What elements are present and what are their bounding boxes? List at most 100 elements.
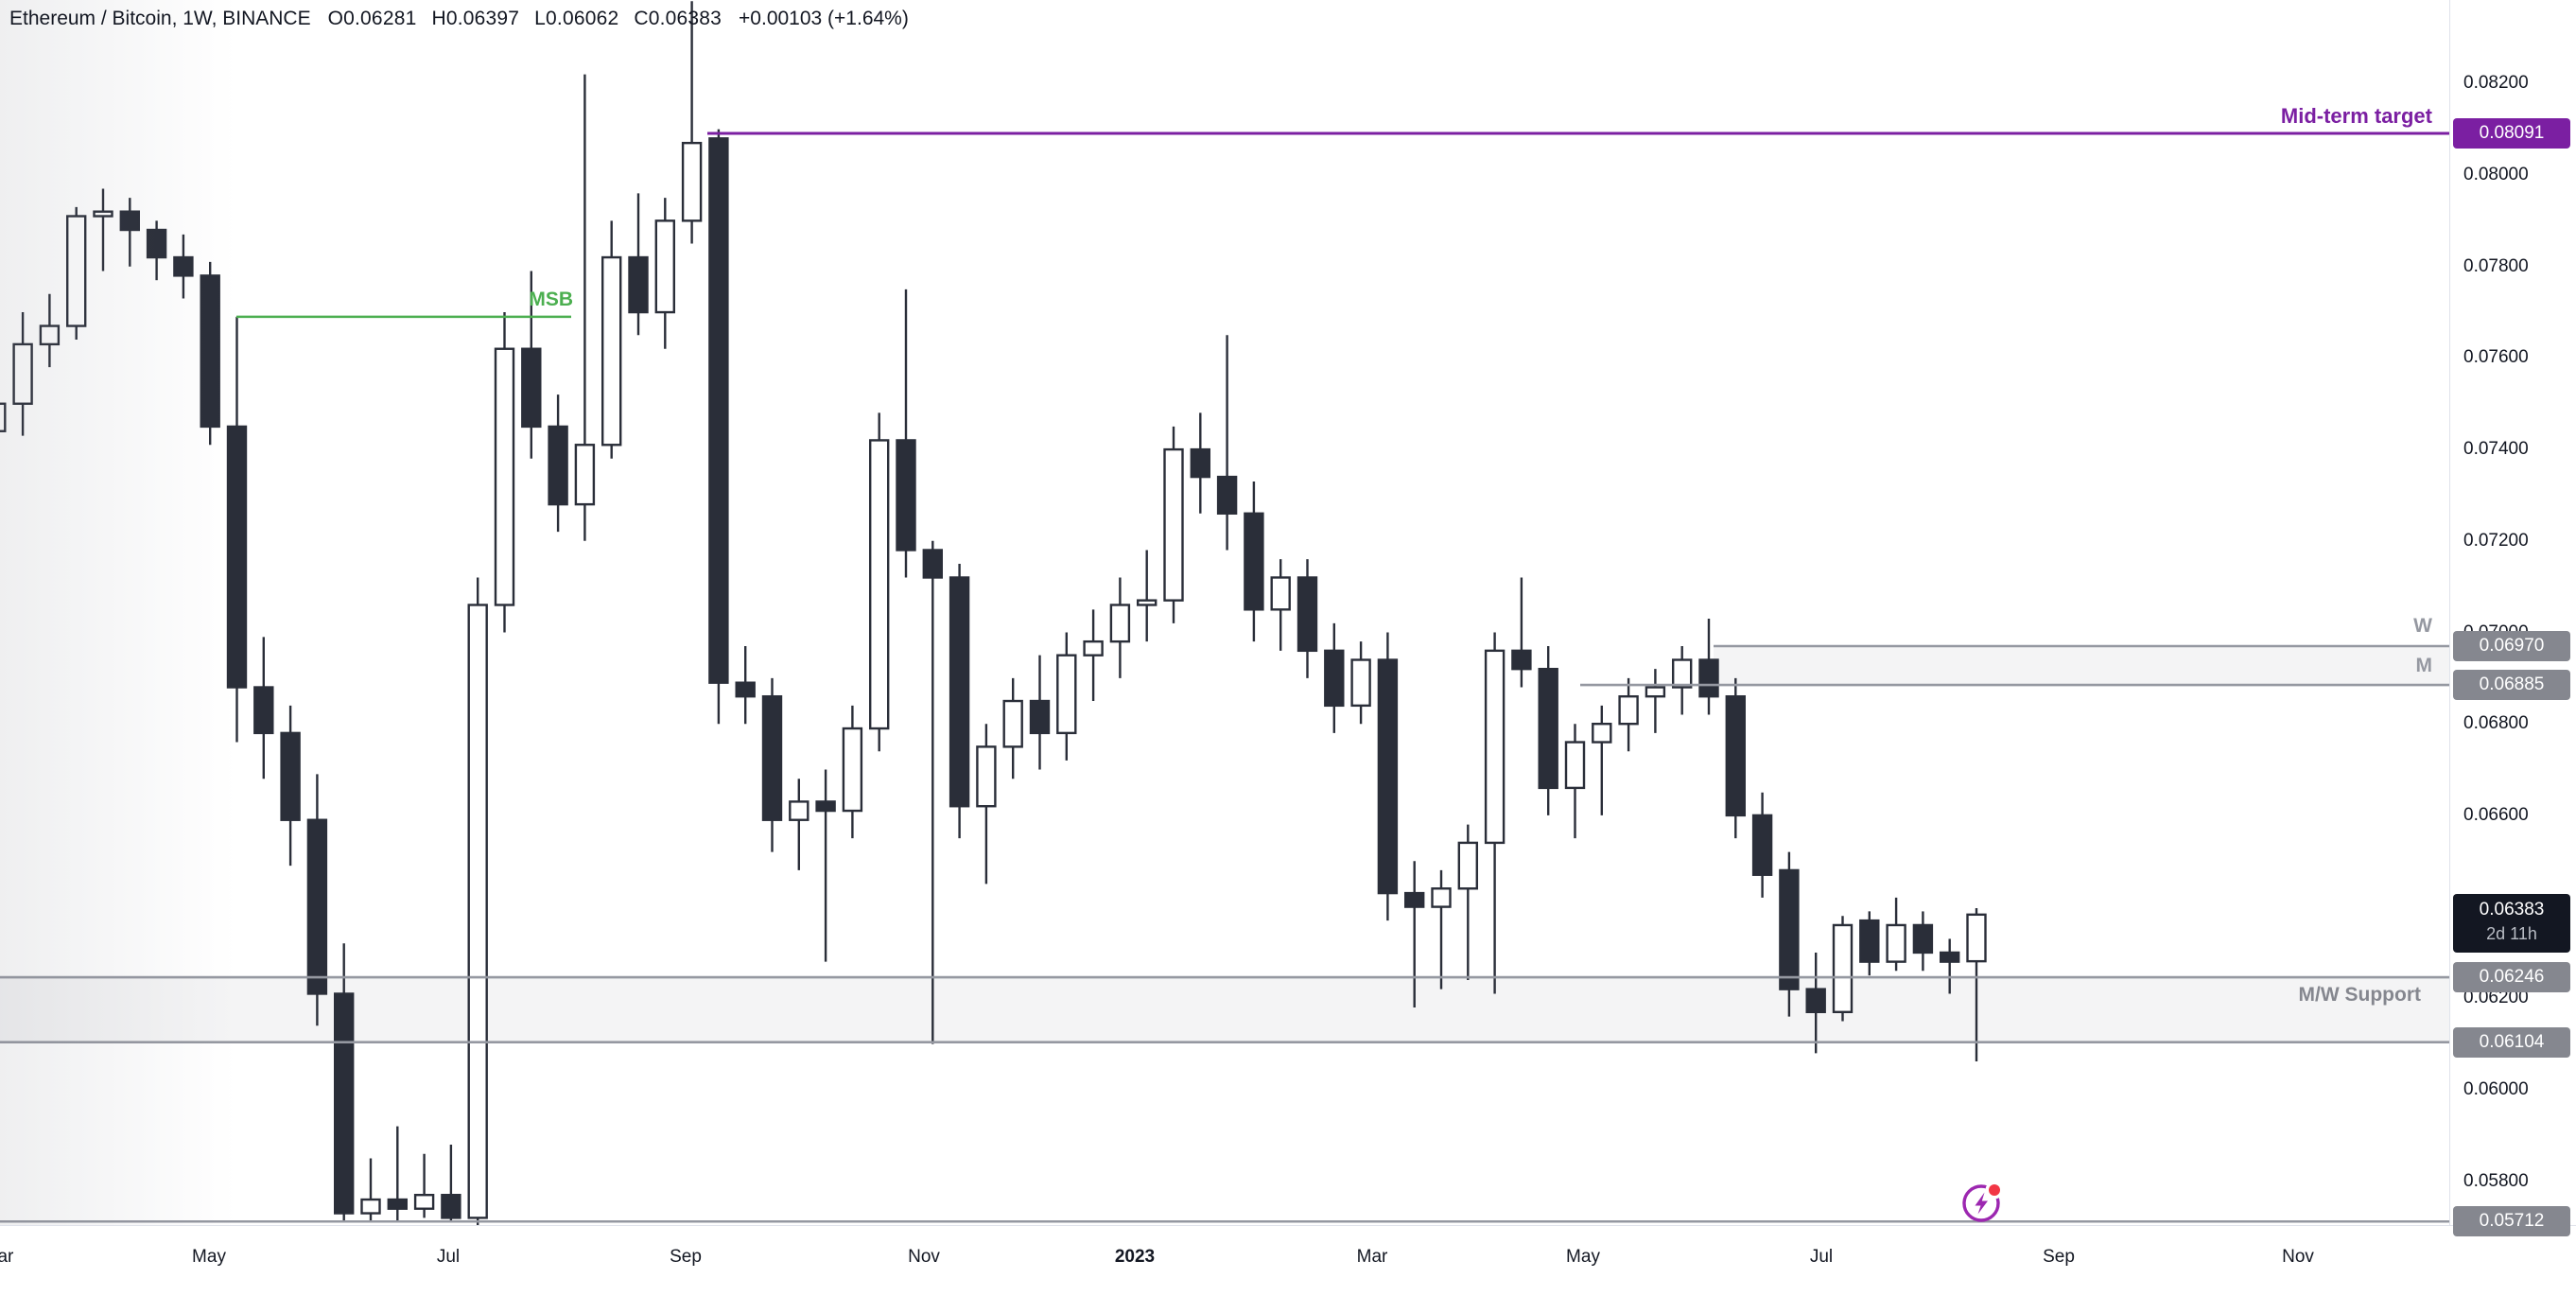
candle — [976, 724, 997, 884]
time-tick-label: 2023 — [1114, 1247, 1156, 1267]
candle-body — [1109, 604, 1131, 643]
candle — [1698, 618, 1719, 715]
candle-body — [119, 210, 141, 232]
candle — [1350, 641, 1371, 725]
time-axis[interactable]: Mar May Jul Sep Nov 2023 Mar May Jul Sep Nov — [0, 1225, 2576, 1296]
candle-body — [1805, 988, 1826, 1014]
candle — [1939, 938, 1960, 994]
candle — [761, 677, 783, 852]
candle-body — [146, 228, 167, 259]
candle — [1511, 577, 1532, 688]
candle-body — [1966, 913, 1987, 963]
candle-body — [1886, 923, 1906, 963]
candle-body — [280, 731, 301, 821]
time-tick-label: Sep — [670, 1247, 702, 1267]
candle — [842, 705, 863, 839]
monthly-level-label: M — [2416, 655, 2433, 676]
ohlc-item: O0.06281 — [327, 8, 417, 29]
price-tick-label: 0.06800 — [2463, 713, 2529, 734]
candle-body — [12, 342, 33, 405]
candle — [1859, 911, 1880, 976]
time-tick-label: May — [192, 1247, 226, 1267]
candle-body — [628, 255, 649, 314]
weekly-level-label: W — [2413, 615, 2432, 637]
candle-body — [467, 604, 488, 1219]
ohlc-values: O0.06281 H0.06397 L0.06062 C0.06383 — [328, 8, 722, 30]
price-level-badge: 0.08091 — [2453, 118, 2570, 149]
time-tick-label: Nov — [908, 1247, 940, 1267]
candle — [360, 1158, 381, 1223]
badge-price: 0.06246 — [2479, 967, 2545, 988]
candle — [12, 312, 33, 436]
candle — [93, 188, 113, 271]
candle-body — [922, 549, 943, 579]
price-level-badge: 0.06246 — [2453, 962, 2570, 993]
candle — [39, 293, 61, 368]
candle — [65, 206, 87, 341]
candle-body — [789, 800, 809, 821]
candle — [735, 646, 756, 725]
mid-term-target-label: Mid-term target — [2281, 104, 2433, 128]
flash-circle — [1962, 1184, 2000, 1222]
flash-ideas-icon[interactable] — [1960, 1181, 2004, 1224]
time-tick-label: Sep — [2043, 1247, 2075, 1267]
candle — [387, 1126, 408, 1223]
candle-body — [896, 439, 916, 552]
candle — [1564, 724, 1586, 839]
candle-body — [869, 439, 890, 730]
price-axis[interactable]: 0.08200 0.08000 0.07800 0.07600 0.07400 0.072… — [2449, 0, 2576, 1237]
notification-dot — [1989, 1184, 2000, 1196]
candle-body — [360, 1198, 381, 1215]
candle-body — [334, 992, 355, 1215]
candle — [789, 779, 809, 870]
candle — [1324, 622, 1345, 733]
candle-body — [1431, 887, 1452, 908]
candle-body — [1244, 512, 1264, 611]
lightning-bolt-icon — [1975, 1192, 1988, 1215]
time-tick-label: Mar — [0, 1247, 14, 1267]
badge-price: 0.06885 — [2479, 674, 2545, 695]
candle — [1002, 677, 1023, 779]
candle-body — [1538, 667, 1558, 790]
candle — [1725, 677, 1747, 839]
candle — [681, 1, 703, 244]
price-level-badge: 0.06885 — [2453, 670, 2570, 701]
candle — [1538, 646, 1558, 815]
time-tick-label: Jul — [1809, 1247, 1834, 1267]
time-tick-label: Nov — [2282, 1247, 2314, 1267]
price-level-badge: 0.06104 — [2453, 1026, 2570, 1058]
candle — [1886, 897, 1906, 972]
candle — [306, 774, 328, 1026]
price-tick-label: 0.06600 — [2463, 804, 2529, 825]
candle-body — [1403, 891, 1425, 908]
price-tick-label: 0.05800 — [2463, 1170, 2529, 1191]
badge-price: 0.05712 — [2479, 1211, 2545, 1232]
candle-body — [0, 402, 7, 432]
candle-body — [1377, 658, 1399, 895]
candle-body — [253, 686, 274, 735]
candle-body — [200, 274, 220, 429]
time-tick-label: May — [1566, 1247, 1600, 1267]
candle — [1751, 792, 1773, 898]
chart-pane[interactable]: Mid-term target MSB W M M/W Support — [0, 0, 2449, 1225]
candle-body — [65, 215, 87, 327]
candle-body — [1457, 841, 1479, 890]
candle — [413, 1153, 435, 1218]
candle-body — [173, 255, 194, 277]
candle-body — [1136, 599, 1157, 606]
candle-body — [949, 576, 970, 808]
badge-price: 0.06383 — [2479, 899, 2545, 919]
ohlc-item: L0.06062 — [534, 8, 619, 29]
candle — [949, 563, 970, 839]
candle — [1216, 335, 1238, 551]
candle — [548, 394, 568, 533]
candle — [441, 1145, 461, 1223]
candle — [119, 198, 141, 267]
candle — [1244, 481, 1264, 642]
support-zone-fill — [0, 977, 2449, 1042]
candle-body — [708, 137, 729, 684]
ohlc-item: H0.06397 — [431, 8, 520, 29]
candle-body — [1056, 654, 1077, 735]
candle — [173, 234, 194, 299]
drawing-lines-layer[interactable] — [0, 131, 2449, 1223]
